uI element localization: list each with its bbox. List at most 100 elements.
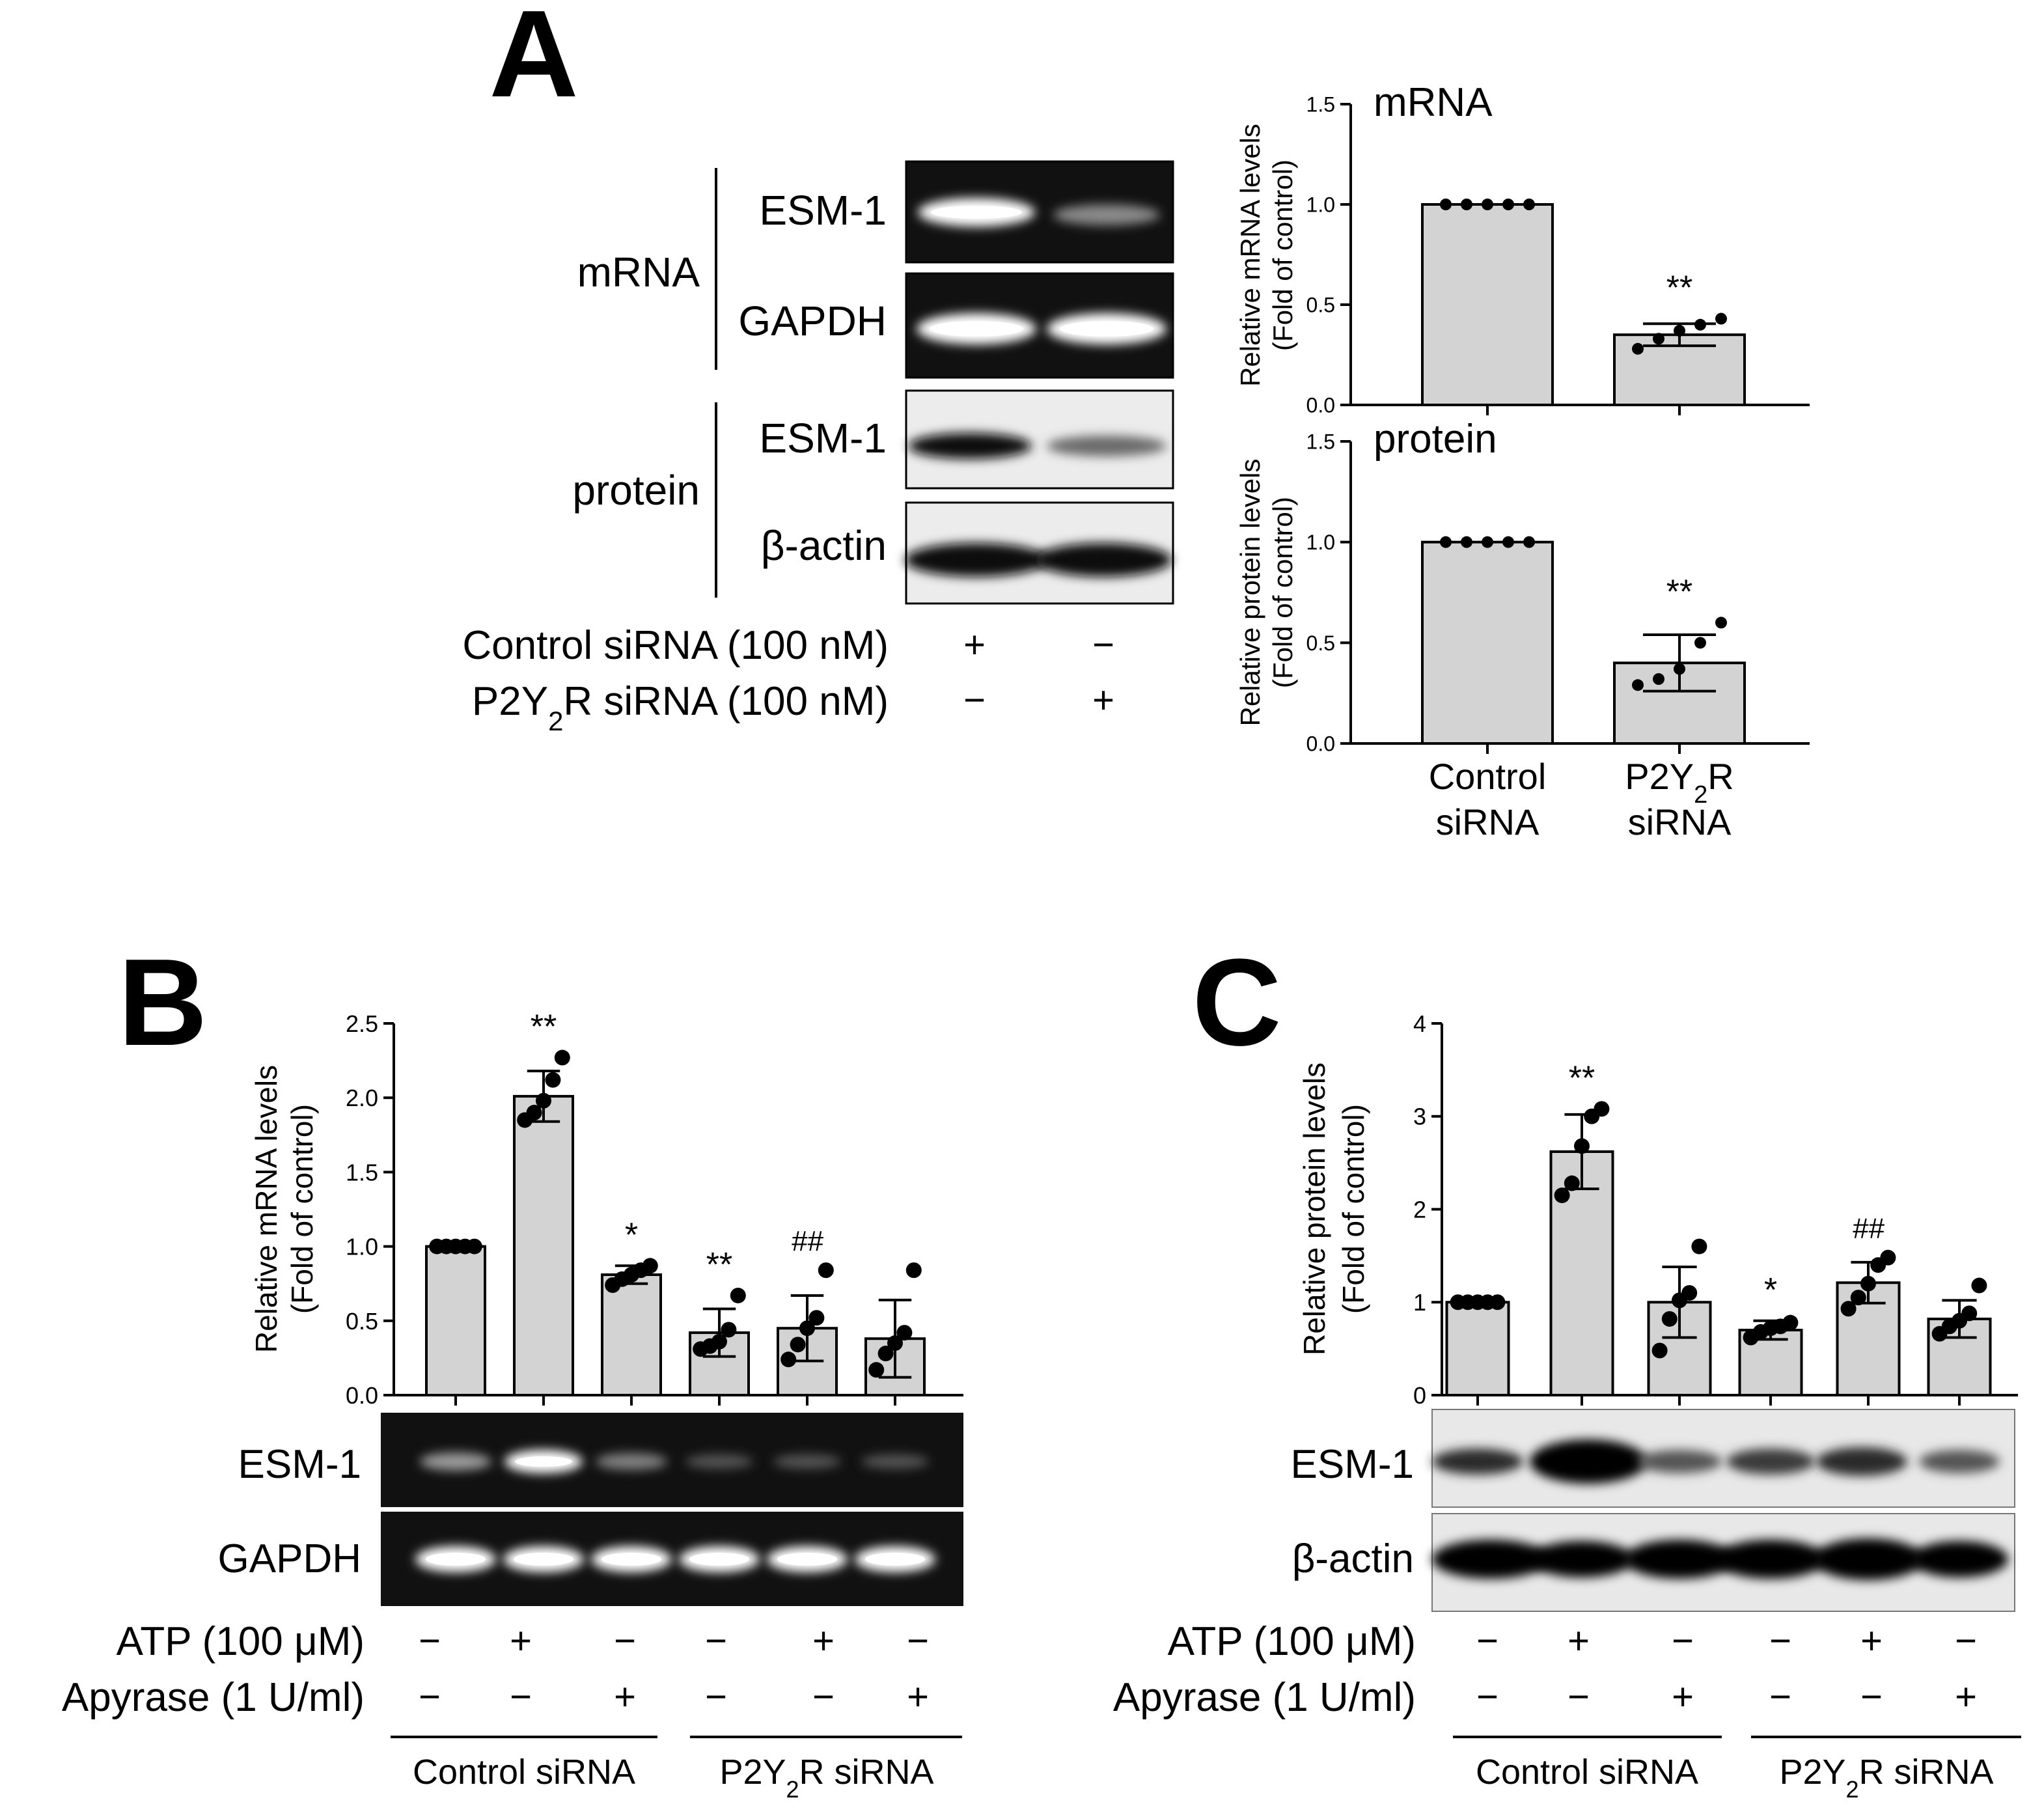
chart-2: 0.0 0.5 1.0 1.5 2.0 2.5 Relative mRNA levels (F… bbox=[249, 1008, 963, 1409]
data-point-4-5 bbox=[730, 1287, 746, 1303]
gel-esm1-b bbox=[381, 1413, 963, 1507]
y-tick-label: 0.5 bbox=[1306, 294, 1335, 317]
significance-label-5: ## bbox=[792, 1225, 823, 1257]
blot-esm1-c bbox=[1431, 1409, 2015, 1508]
data-point-6-1 bbox=[868, 1362, 885, 1378]
chart-title: protein bbox=[1374, 417, 1497, 462]
significance-label-3: * bbox=[625, 1216, 638, 1254]
data-point-2-3 bbox=[1674, 325, 1685, 337]
y-axis-label-line1: Relative mRNA levels bbox=[1235, 124, 1265, 387]
data-point-5-1 bbox=[780, 1352, 797, 1368]
gel-gapdh-b bbox=[381, 1512, 963, 1606]
data-point-5-1 bbox=[1840, 1301, 1857, 1317]
data-point-1-3 bbox=[1482, 199, 1493, 210]
gel-gapdh-a bbox=[905, 272, 1174, 379]
data-point-6-2 bbox=[877, 1346, 894, 1362]
data-point-2-5 bbox=[1715, 617, 1727, 629]
data-point-2-5 bbox=[1715, 312, 1727, 325]
group-label-control-b: Control siRNA bbox=[413, 1753, 635, 1792]
y-tick-label: 0.0 bbox=[346, 1382, 378, 1409]
data-point-2-2 bbox=[1653, 673, 1664, 686]
data-point-6-4 bbox=[1961, 1305, 1978, 1322]
y-tick-label: 3 bbox=[1413, 1103, 1426, 1130]
data-point-2-3 bbox=[1574, 1138, 1590, 1154]
treatment-label-control-sirna: Control siRNA (100 nM) bbox=[462, 623, 889, 668]
treatment-mark-panel_c-r1-lane5: − bbox=[1860, 1676, 1883, 1718]
significance-label-5: ## bbox=[1853, 1213, 1885, 1245]
group-label-protein: protein bbox=[572, 467, 700, 514]
y-tick-label: 0.0 bbox=[1306, 394, 1335, 417]
data-point-5-4 bbox=[808, 1310, 825, 1326]
treatment-mark-panel_b-r1-lane6: + bbox=[907, 1676, 929, 1718]
treatment-mark-panel_c-r0-lane1: − bbox=[1476, 1620, 1498, 1662]
bar-2 bbox=[513, 1094, 574, 1397]
y-tick-label: 0.5 bbox=[1306, 631, 1335, 655]
data-point-6-5 bbox=[1971, 1277, 1987, 1294]
y-tick-label: 0.5 bbox=[346, 1308, 378, 1335]
treatment-mark-panel_b-r0-lane4: − bbox=[705, 1620, 727, 1662]
data-point-6-5 bbox=[905, 1262, 922, 1279]
treatment-mark-panel_c-r1-lane6: + bbox=[1955, 1676, 1977, 1718]
data-point-1-1 bbox=[1440, 199, 1452, 210]
data-point-2-2 bbox=[1653, 333, 1664, 345]
data-point-1-5 bbox=[1489, 1294, 1506, 1311]
panel-letter-b: B bbox=[118, 934, 207, 1072]
bar-2 bbox=[1613, 661, 1746, 745]
data-point-3-2 bbox=[1661, 1311, 1678, 1327]
panel-letter-a: A bbox=[489, 0, 578, 123]
x-category-label-1-line1: Control bbox=[1429, 756, 1547, 797]
panel-b-blots: ESM-1 GAPDH − + − − + − − − + − − + bbox=[62, 1413, 963, 1803]
data-point-3-5 bbox=[1691, 1238, 1707, 1255]
treatment-mark-panel_b-r0-lane5: + bbox=[812, 1620, 835, 1662]
chart-1: 0.0 0.5 1.0 1.5 Relative protein levels (Fold… bbox=[1235, 417, 1810, 842]
data-point-5-2 bbox=[790, 1337, 806, 1353]
data-point-2-4 bbox=[1694, 318, 1706, 331]
y-axis-label-line2: (Fold of control) bbox=[1267, 160, 1298, 351]
mark-a-ctrl-lane1: + bbox=[963, 624, 986, 666]
chart-title: mRNA bbox=[1374, 80, 1493, 125]
y-tick-label: 1.5 bbox=[1306, 93, 1335, 117]
treatment-mark-panel_c-r0-lane4: − bbox=[1769, 1620, 1791, 1662]
y-tick-label: 0 bbox=[1413, 1382, 1426, 1409]
treatment-mark-panel_c-r1-lane2: − bbox=[1568, 1676, 1590, 1718]
data-point-3-5 bbox=[642, 1258, 658, 1274]
data-point-2-1 bbox=[1632, 679, 1644, 691]
bar-1 bbox=[1421, 203, 1554, 406]
blot-label-actin-c: β-actin bbox=[1292, 1536, 1414, 1581]
treatment-mark-panel_c-r1-lane1: − bbox=[1476, 1676, 1498, 1718]
data-point-2-1 bbox=[1632, 342, 1644, 355]
panel-a-blots: mRNA protein ESM-1 GAPDH ESM-1 β-actin bbox=[462, 160, 1174, 736]
bar-1 bbox=[1421, 540, 1554, 745]
data-point-4-5 bbox=[1782, 1314, 1799, 1331]
gel-esm1-mrna bbox=[905, 160, 1174, 264]
y-tick-label: 2 bbox=[1413, 1196, 1426, 1223]
mark-a-p2y-lane1: − bbox=[963, 679, 986, 721]
blot-actin-a bbox=[905, 501, 1174, 605]
y-tick-label: 1.0 bbox=[1306, 531, 1335, 554]
treatment-mark-panel_b-r1-lane1: − bbox=[419, 1676, 441, 1718]
treatment-mark-panel_c-r0-lane6: − bbox=[1955, 1620, 1977, 1662]
data-point-1-2 bbox=[1461, 199, 1472, 210]
y-axis-label-line1: Relative protein levels bbox=[1235, 459, 1265, 727]
x-category-label-1-line2: siRNA bbox=[1436, 801, 1540, 842]
y-tick-label: 4 bbox=[1413, 1010, 1426, 1037]
data-point-1-4 bbox=[1502, 199, 1514, 210]
y-axis-label-line2: (Fold of control) bbox=[1336, 1104, 1370, 1314]
bar-3 bbox=[601, 1273, 662, 1396]
treatment-mark-panel_b-r1-lane5: − bbox=[812, 1676, 835, 1718]
data-point-4-4 bbox=[721, 1322, 737, 1338]
data-point-5-2 bbox=[1850, 1290, 1866, 1306]
blot-label-esm1-b: ESM-1 bbox=[238, 1442, 361, 1487]
bar-4 bbox=[1738, 1329, 1803, 1396]
blot-esm1-protein-a bbox=[905, 389, 1174, 490]
treatment-mark-panel_c-r0-lane2: + bbox=[1568, 1620, 1590, 1662]
y-tick-label: 1 bbox=[1413, 1289, 1426, 1316]
treatment-rows-c: − + − − + − − − + − − + bbox=[1476, 1620, 1977, 1718]
y-tick-label: 1.5 bbox=[346, 1159, 378, 1186]
x-category-label-2-line1: P2Y2R bbox=[1625, 756, 1734, 809]
significance-label-4: * bbox=[1764, 1271, 1777, 1309]
data-point-5-3 bbox=[799, 1320, 815, 1337]
treatment-mark-panel_c-r0-lane3: − bbox=[1672, 1620, 1694, 1662]
y-axis-label-line2: (Fold of control) bbox=[1267, 497, 1298, 688]
